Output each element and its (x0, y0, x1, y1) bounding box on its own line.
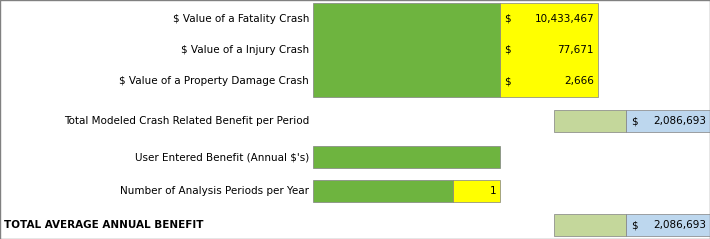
Text: $: $ (504, 76, 510, 86)
Text: $: $ (631, 220, 638, 230)
Text: $ Value of a Property Damage Crash: $ Value of a Property Damage Crash (119, 76, 309, 86)
Text: User Entered Benefit (Annual $'s): User Entered Benefit (Annual $'s) (135, 152, 309, 162)
Bar (500, 3, 598, 97)
Text: Total Modeled Crash Related Benefit per Period: Total Modeled Crash Related Benefit per … (64, 116, 309, 126)
Text: $: $ (631, 116, 638, 126)
Text: 2,666: 2,666 (564, 76, 594, 86)
Text: TOTAL AVERAGE ANNUAL BENEFIT: TOTAL AVERAGE ANNUAL BENEFIT (4, 220, 204, 230)
Bar (313, 146, 500, 168)
Bar (453, 180, 500, 202)
Text: $: $ (504, 45, 510, 55)
Bar (554, 110, 626, 132)
Text: Number of Analysis Periods per Year: Number of Analysis Periods per Year (120, 186, 309, 196)
Text: $: $ (504, 14, 510, 24)
Bar (626, 214, 710, 236)
Bar (313, 3, 500, 97)
Text: 10,433,467: 10,433,467 (535, 14, 594, 24)
Text: 2,086,693: 2,086,693 (653, 116, 706, 126)
Text: 2,086,693: 2,086,693 (653, 220, 706, 230)
Text: 77,671: 77,671 (557, 45, 594, 55)
Bar (554, 214, 626, 236)
Text: 1: 1 (489, 186, 496, 196)
Text: $ Value of a Injury Crash: $ Value of a Injury Crash (181, 45, 309, 55)
Text: $ Value of a Fatality Crash: $ Value of a Fatality Crash (173, 14, 309, 24)
Bar (626, 110, 710, 132)
Bar (313, 180, 453, 202)
